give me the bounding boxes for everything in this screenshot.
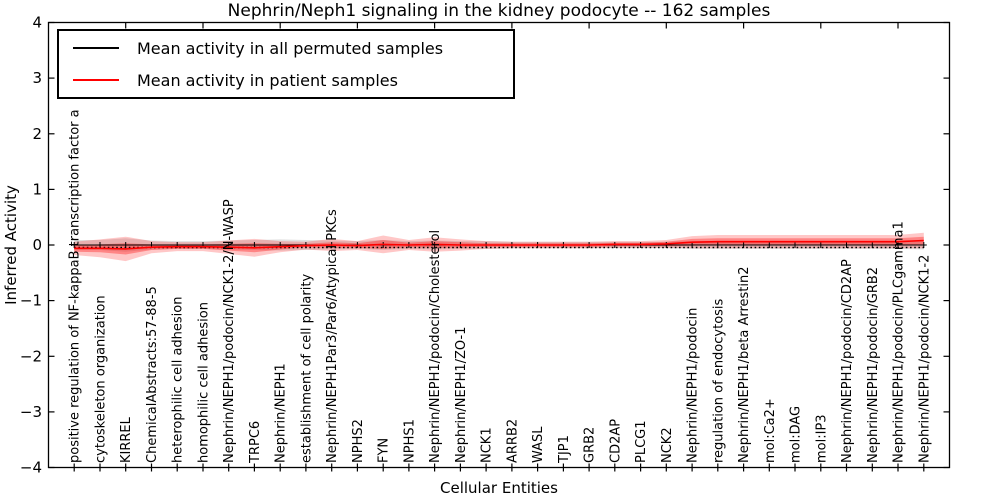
x-axis-label: Cellular Entities	[440, 479, 558, 497]
x-tick-label: TRPC6	[248, 421, 263, 464]
x-tick-label: Nephrin/NEPH1/podocin/NCK1-2	[917, 255, 932, 463]
x-tick-label: mol:IP3	[814, 414, 829, 463]
x-tick-label: mol:Ca2+	[763, 398, 778, 463]
plus-marker	[122, 242, 129, 248]
x-tick-label: NPHS1	[402, 419, 417, 463]
x-tick-label: Nephrin/NEPH1/ZO-1	[454, 327, 469, 463]
x-tick-label: mol:DAG	[789, 406, 804, 463]
plus-marker	[714, 242, 721, 248]
y-tick-label: 3	[32, 69, 42, 87]
x-tick-label: Nephrin/NEPH1/podocin/NCK1-2/N-WASP	[222, 199, 237, 463]
legend-label-patient: Mean activity in patient samples	[137, 70, 398, 90]
legend-label-permuted: Mean activity in all permuted samples	[137, 38, 444, 58]
chart-title: Nephrin/Neph1 signaling in the kidney po…	[228, 1, 771, 21]
y-tick-label: −4	[20, 459, 42, 477]
y-tick-label: −2	[20, 347, 42, 365]
y-tick-label: 2	[32, 125, 42, 143]
patient-mean-line	[74, 239, 924, 250]
x-tick-label: TJP1	[557, 435, 572, 464]
legend-entry-patient: Mean activity in patient samples	[59, 65, 513, 95]
y-tick-label: −1	[20, 292, 42, 310]
legend-box: Mean activity in all permuted samples Me…	[57, 29, 515, 99]
plus-marker	[766, 242, 773, 248]
x-tick-label: cytoskeleton organization	[94, 295, 109, 463]
x-tick-label: Nephrin/NEPH1/podocin/Cholesterol	[428, 230, 443, 463]
legend-entry-permuted: Mean activity in all permuted samples	[59, 33, 513, 63]
x-tick-label: positive regulation of NF-kappaB transcr…	[68, 109, 83, 463]
x-tick-label: heterophilic cell adhesion	[171, 297, 186, 464]
plus-marker	[895, 242, 901, 248]
x-tick-label: Nephrin/NEPH1/podocin/PLCgamma1	[892, 221, 907, 463]
x-tick-label: GRB2	[583, 427, 598, 463]
x-tick-label: NPHS2	[351, 419, 366, 463]
plus-marker	[740, 242, 747, 248]
x-tick-label: NCK2	[660, 427, 675, 463]
plus-marker	[817, 242, 824, 248]
x-tick-label: homophilic cell adhesion	[197, 302, 212, 463]
x-tick-label: WASL	[531, 426, 546, 463]
series-lines	[71, 239, 927, 250]
x-tick-label: regulation of endocytosis	[711, 298, 726, 463]
plus-marker	[843, 242, 850, 248]
plus-marker	[663, 242, 670, 248]
x-tick-label: ARRB2	[505, 419, 520, 463]
x-tick-label: Nephrin/NEPH1Par3/Par6/Atypical PKCs	[325, 209, 340, 463]
x-tick-label: PLCG1	[634, 420, 649, 463]
plus-marker	[97, 242, 103, 248]
patient-line-sample-icon	[73, 79, 119, 81]
x-tick-label: Nephrin/NEPH1/podocin	[686, 308, 701, 463]
permuted-line-sample-icon	[73, 47, 119, 49]
x-tick-label: NCK1	[480, 427, 495, 463]
plus-marker	[792, 242, 798, 248]
x-tick-label: ChemicalAbstracts:57-88-5	[145, 286, 160, 463]
x-tick-label: Nephrin/NEPH1/podocin/CD2AP	[840, 259, 855, 463]
x-tick-label: FYN	[377, 438, 392, 463]
x-tick-label: KIRREL	[119, 416, 134, 463]
x-tick-label: Nephrin/NEPH1/beta Arrestin2	[737, 267, 752, 464]
y-tick-label: 4	[32, 14, 42, 32]
x-tick-label: Nephrin/NEPH1	[274, 363, 289, 463]
y-tick-label: 1	[32, 180, 42, 198]
y-axis-label: Inferred Activity	[2, 185, 20, 305]
plot-frame	[47, 21, 951, 469]
x-tick-label: Nephrin/NEPH1/podocin/GRB2	[866, 267, 881, 463]
y-tick-label: 0	[32, 236, 42, 254]
axis-tick-labels: 4 3 2 1 0 −1 −2 −3 −4 positive regulation of NF-k…	[20, 14, 932, 477]
x-tick-label: CD2AP	[608, 419, 623, 463]
plus-marker	[71, 242, 78, 248]
y-tick-label: −3	[20, 403, 42, 421]
x-tick-label: establishment of cell polarity	[299, 274, 314, 463]
plus-marker	[920, 242, 927, 248]
plus-marker	[869, 242, 876, 248]
